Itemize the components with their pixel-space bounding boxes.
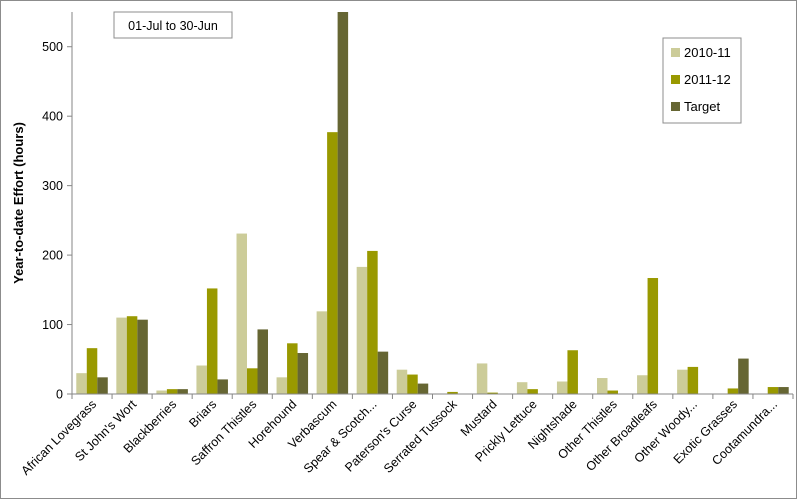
bar [396,369,408,394]
bar [767,387,779,394]
bar [236,233,247,394]
bar [447,391,458,394]
x-tick-label: Other Broadleafs [583,397,660,474]
y-tick-label: 0 [56,388,63,402]
x-tick-label: Serrated Tussock [381,397,460,476]
x-tick-label: Spear & Scotch... [301,397,380,476]
bar [487,392,498,394]
bar [778,387,789,394]
x-tick-label: Paterson's Curse [342,397,419,474]
bar [367,250,378,394]
bar [567,350,578,394]
bar [637,375,648,394]
legend: 2010-11 2011-12 Target [662,37,742,124]
bar [86,348,98,394]
bar [597,378,608,394]
legend-label: 2011-12 [684,72,731,87]
y-ticks-layer: 0 100 200 300 400 500 [42,40,72,402]
bar [156,390,167,394]
bar [257,329,268,394]
legend-label: Target [684,99,721,114]
bar [217,379,228,394]
legend-swatch [671,48,680,57]
bar [276,377,288,394]
bar [727,388,739,394]
bar [556,381,568,394]
bar [527,389,538,394]
bar [687,366,699,394]
legend-swatch [671,75,680,84]
bar [316,311,328,394]
bar [677,369,688,394]
y-tick-label: 300 [42,179,63,193]
bar [97,377,108,394]
x-tick-label: Briars [186,397,219,430]
bar [126,316,138,394]
bar [327,132,338,394]
bar [116,317,127,394]
bar [607,390,618,394]
bars-layer [76,12,789,394]
bar [356,266,368,394]
y-tick-label: 100 [42,318,63,332]
y-tick-label: 400 [42,110,63,124]
bar [196,365,207,394]
bar [297,353,309,394]
bar [337,12,349,394]
bar [76,373,87,394]
bar [247,368,258,394]
date-range-label: 01-Jul to 30-Jun [128,19,218,33]
x-tick-label: African Lovegrass [18,397,99,478]
bar [738,358,749,394]
legend-swatch [671,102,680,111]
bar [166,389,178,394]
bar [516,382,528,394]
bar [177,389,188,394]
bar [206,288,218,394]
date-range-box: 01-Jul to 30-Jun [113,11,233,39]
y-tick-label: 500 [42,40,63,54]
bar [287,343,298,394]
bar [647,278,659,394]
bar [407,374,418,394]
bar [417,383,429,394]
bar [377,351,389,394]
legend-label: 2010-11 [684,45,731,60]
bar [476,363,488,394]
y-tick-label: 200 [42,249,63,263]
y-axis-title: Year-to-date Effort (hours) [11,122,26,284]
bar [137,319,148,394]
